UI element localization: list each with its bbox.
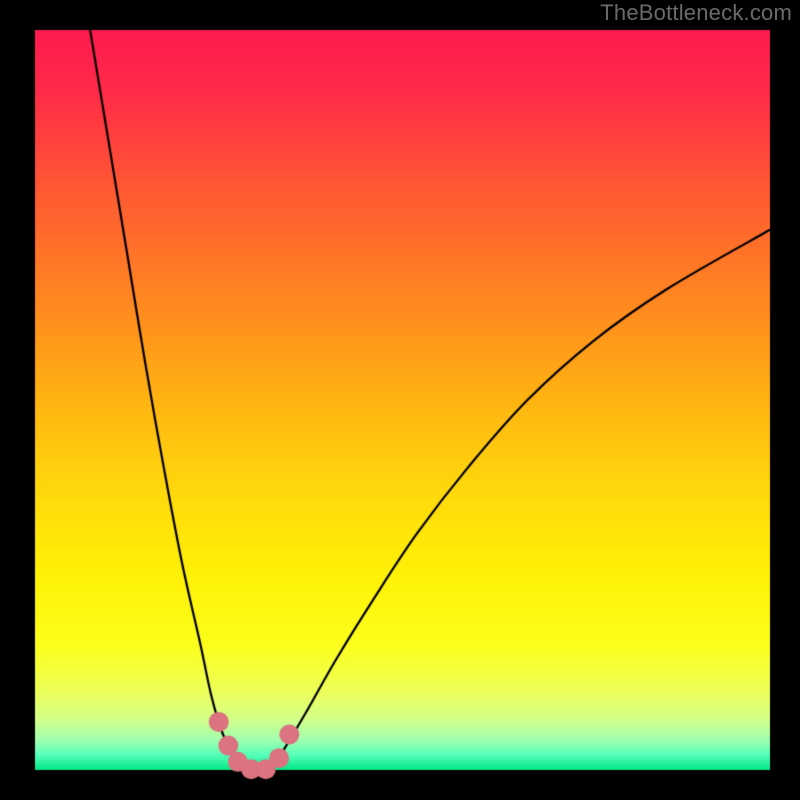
chart-stage: TheBottleneck.com: [0, 0, 800, 800]
watermark-text: TheBottleneck.com: [600, 0, 792, 26]
bottleneck-chart-canvas: [0, 0, 800, 800]
